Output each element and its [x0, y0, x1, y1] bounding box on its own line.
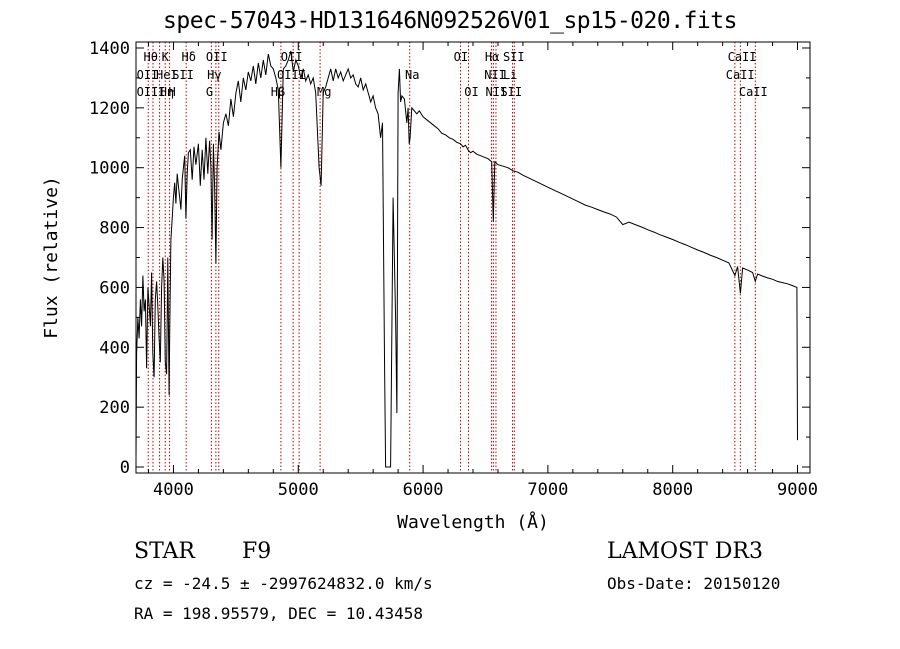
x-axis-label: Wavelength (Å) [397, 511, 549, 533]
line-label: Hδ [182, 50, 196, 64]
line-label: NII [485, 85, 507, 99]
plot-frame [135, 41, 811, 474]
line-label: CaII [739, 85, 768, 99]
line-label: OIII [277, 68, 306, 82]
object-subclass: F9 [242, 539, 272, 564]
line-label: OI [464, 85, 478, 99]
y-axis-label: Flux (relative) [41, 176, 62, 339]
line-label: Na [405, 68, 419, 82]
axes: 4000 5000 6000 7000 8000 9000 0 200 400 600 800 100… [41, 39, 818, 533]
line-label: OII [206, 50, 228, 64]
line-label: G [206, 85, 213, 99]
line-label: HeI [156, 68, 178, 82]
x-tick-label: 6000 [403, 480, 444, 500]
y-tick-label: 0 [120, 458, 130, 478]
line-markers [147, 42, 756, 473]
redshift-info: cz = -24.5 ± -2997624832.0 km/s [134, 574, 433, 593]
y-tick-label: 200 [99, 398, 130, 418]
x-tick-label: 8000 [652, 480, 693, 500]
y-tick-label: 1000 [89, 159, 130, 179]
line-label: H [168, 85, 175, 99]
line-label: Mg [317, 85, 331, 99]
line-label: OI [454, 50, 468, 64]
line-label: CaII [728, 50, 757, 64]
line-label: Hη [160, 85, 174, 99]
survey-name: LAMOST DR3 [607, 539, 763, 564]
y-tick-label: 1200 [89, 99, 130, 119]
line-label: OII [137, 68, 159, 82]
x-tick-label: 7000 [527, 480, 568, 500]
y-tick-label: 400 [99, 338, 130, 358]
line-label: Hγ [207, 68, 221, 82]
obs-date: Obs-Date: 20150120 [607, 574, 781, 593]
ra-dec: RA = 198.95579, DEC = 10.43458 [134, 604, 423, 623]
y-tick-label: 800 [99, 219, 130, 239]
line-label: Li [503, 68, 517, 82]
chart-title: spec-57043-HD131646N092526V01_sp15-020.f… [163, 8, 737, 34]
y-tick-label: 600 [99, 278, 130, 298]
line-label: Hθ [143, 50, 157, 64]
line-label: NII [484, 68, 506, 82]
x-tick-label: 9000 [777, 480, 818, 500]
line-label: K [162, 50, 170, 64]
line-label: OIII [137, 85, 166, 99]
object-class: STAR [134, 539, 195, 564]
y-tick-label: 1400 [89, 39, 130, 59]
line-label: CaII [726, 68, 755, 82]
spectrum-line [135, 50, 798, 468]
line-label: Hα [485, 50, 499, 64]
line-label: SII [503, 50, 525, 64]
line-label: SII [500, 85, 522, 99]
x-tick-label: 4000 [153, 480, 194, 500]
x-tick-label: 5000 [278, 480, 319, 500]
line-label: SII [172, 68, 194, 82]
